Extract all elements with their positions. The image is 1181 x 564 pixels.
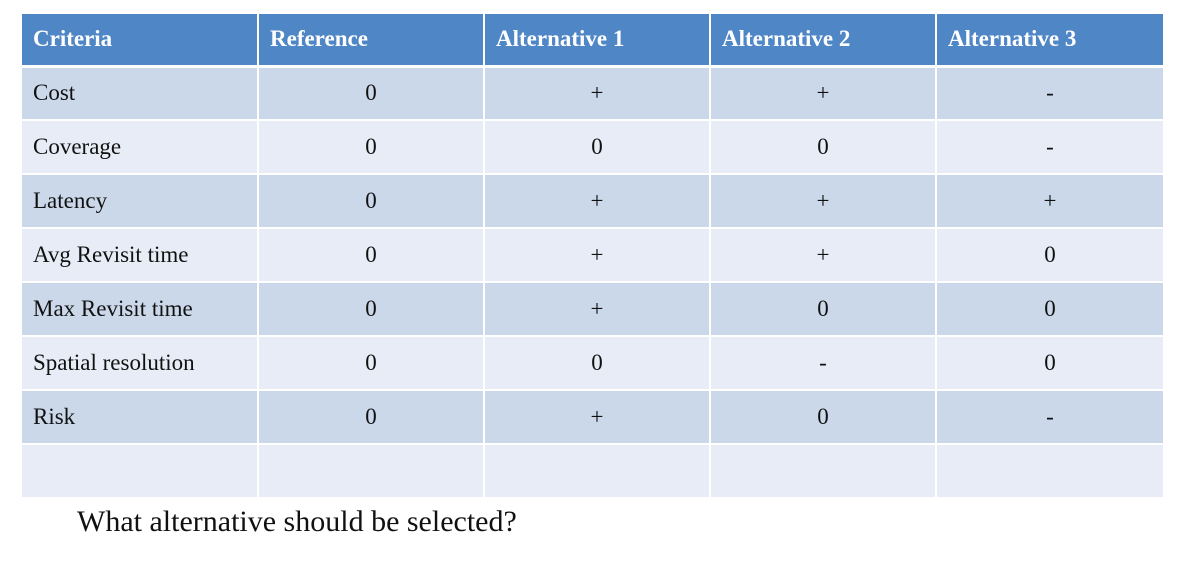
header-cell-criteria: Criteria — [22, 14, 259, 68]
value-cell: 0 — [258, 228, 485, 283]
value-cell: 0 — [484, 336, 711, 391]
value-cell — [258, 444, 485, 499]
value-cell: 0 — [936, 336, 1163, 391]
value-cell: 0 — [258, 66, 485, 121]
value-cell: + — [710, 174, 937, 229]
value-cell: 0 — [258, 120, 485, 175]
value-cell: 0 — [710, 282, 937, 337]
table-header: Criteria Reference Alternative 1 Alterna… — [22, 14, 1163, 68]
value-cell: - — [936, 390, 1163, 445]
criteria-cell: Avg Revisit time — [22, 228, 259, 283]
header-cell-alternative-2: Alternative 2 — [710, 14, 937, 68]
value-cell: 0 — [258, 174, 485, 229]
criteria-table: Criteria Reference Alternative 1 Alterna… — [22, 14, 1163, 499]
value-cell — [936, 444, 1163, 499]
value-cell — [484, 444, 711, 499]
table-row: Cost 0 + + - — [22, 66, 1163, 121]
value-cell: + — [710, 66, 937, 121]
table-body: Cost 0 + + - Coverage 0 0 0 - Latency 0 … — [22, 66, 1163, 499]
value-cell: 0 — [258, 282, 485, 337]
criteria-cell: Max Revisit time — [22, 282, 259, 337]
criteria-cell: Cost — [22, 66, 259, 121]
value-cell: - — [936, 120, 1163, 175]
table-row: Coverage 0 0 0 - — [22, 120, 1163, 175]
value-cell: 0 — [936, 282, 1163, 337]
value-cell: 0 — [484, 120, 711, 175]
table-row: Latency 0 + + + — [22, 174, 1163, 229]
value-cell: 0 — [258, 390, 485, 445]
value-cell — [710, 444, 937, 499]
header-row: Criteria Reference Alternative 1 Alterna… — [22, 14, 1163, 68]
table-row: Avg Revisit time 0 + + 0 — [22, 228, 1163, 283]
table-row: Risk 0 + 0 - — [22, 390, 1163, 445]
value-cell: + — [484, 66, 711, 121]
table-row: Max Revisit time 0 + 0 0 — [22, 282, 1163, 337]
value-cell: + — [484, 174, 711, 229]
value-cell: + — [710, 228, 937, 283]
value-cell: - — [710, 336, 937, 391]
header-cell-alternative-3: Alternative 3 — [936, 14, 1163, 68]
table-row: Spatial resolution 0 0 - 0 — [22, 336, 1163, 391]
table-row-empty — [22, 444, 1163, 499]
criteria-cell — [22, 444, 259, 499]
criteria-cell: Latency — [22, 174, 259, 229]
value-cell: 0 — [710, 390, 937, 445]
value-cell: 0 — [936, 228, 1163, 283]
question-text: What alternative should be selected? — [77, 505, 517, 538]
value-cell: + — [484, 390, 711, 445]
value-cell: 0 — [258, 336, 485, 391]
value-cell: + — [484, 228, 711, 283]
criteria-cell: Spatial resolution — [22, 336, 259, 391]
criteria-cell: Coverage — [22, 120, 259, 175]
value-cell: 0 — [710, 120, 937, 175]
value-cell: + — [484, 282, 711, 337]
criteria-cell: Risk — [22, 390, 259, 445]
header-cell-alternative-1: Alternative 1 — [484, 14, 711, 68]
value-cell: + — [936, 174, 1163, 229]
value-cell: - — [936, 66, 1163, 121]
header-cell-reference: Reference — [258, 14, 485, 68]
